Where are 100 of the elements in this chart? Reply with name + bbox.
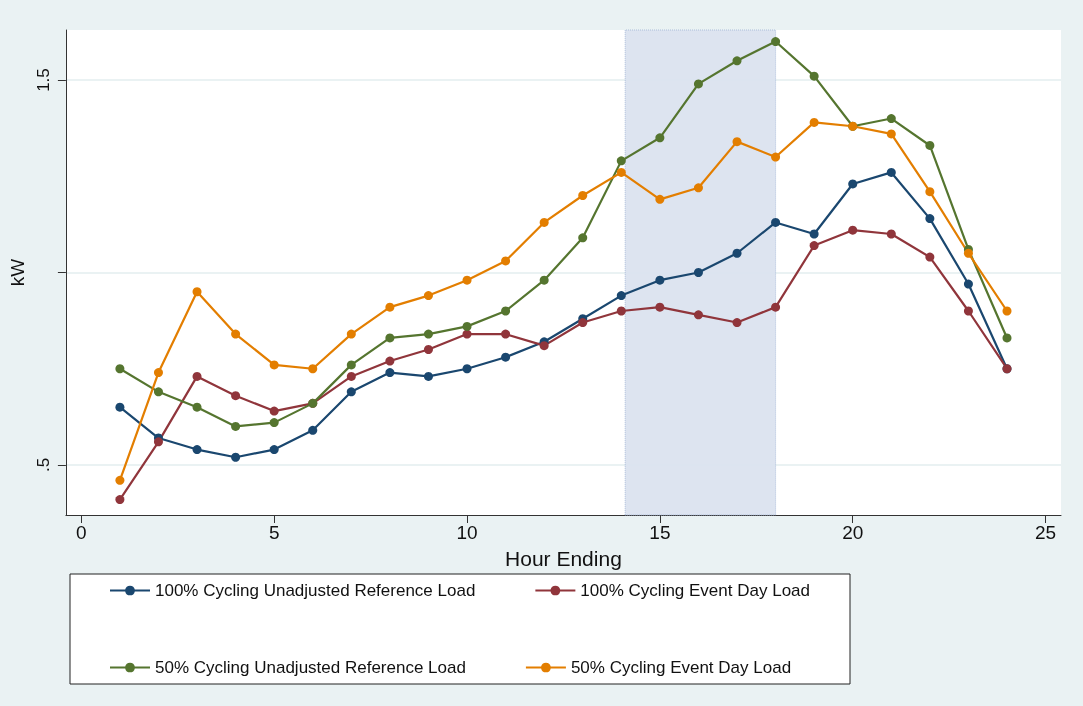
point (1002, 333, 1012, 343)
point (655, 194, 665, 204)
x-tick-label: 25 (1035, 522, 1057, 543)
point (385, 302, 395, 312)
point (501, 352, 511, 362)
point (616, 291, 626, 301)
point (848, 179, 858, 189)
point (616, 167, 626, 177)
x-tick-label: 15 (649, 522, 671, 543)
point (963, 279, 973, 289)
point (153, 368, 163, 378)
point (231, 391, 241, 401)
x-tick-label: 5 (268, 522, 280, 543)
point (192, 445, 202, 455)
point (809, 229, 819, 239)
point (385, 356, 395, 366)
point (423, 291, 433, 301)
point (771, 37, 781, 47)
x-tick-label: 0 (76, 522, 87, 543)
point (925, 252, 935, 262)
point (732, 318, 742, 328)
point (115, 364, 125, 374)
legend-label: 50% Cycling Event Day Load (570, 658, 792, 677)
point (925, 140, 935, 150)
point (346, 387, 356, 397)
point (192, 371, 202, 381)
point (153, 437, 163, 447)
point (269, 406, 279, 416)
point (771, 152, 781, 162)
point (462, 364, 472, 374)
point (655, 302, 665, 312)
point (501, 306, 511, 316)
point (346, 360, 356, 370)
point (809, 71, 819, 81)
x-axis-title: Hour Ending (505, 547, 622, 570)
point (809, 117, 819, 127)
point (115, 475, 125, 485)
point (578, 318, 588, 328)
point (346, 371, 356, 381)
point (115, 402, 125, 412)
y-tick-label: 1.5 (33, 68, 53, 92)
point (115, 495, 125, 505)
point (693, 183, 703, 193)
legend-label: 100% Cycling Unadjusted Reference Load (155, 581, 476, 600)
point (963, 306, 973, 316)
point (616, 156, 626, 166)
point (771, 217, 781, 227)
point (886, 229, 896, 239)
point (269, 418, 279, 428)
point (269, 445, 279, 455)
point (578, 233, 588, 243)
legend-label: 100% Cycling Event Day Load (580, 581, 811, 600)
point (192, 287, 202, 297)
point (501, 329, 511, 339)
point (771, 302, 781, 312)
point (308, 364, 318, 374)
point (231, 421, 241, 431)
point (925, 214, 935, 224)
point (886, 167, 896, 177)
point (655, 133, 665, 143)
point (423, 371, 433, 381)
legend-label: 50% Cycling Unadjusted Reference Load (155, 658, 466, 677)
point (655, 275, 665, 285)
point (231, 329, 241, 339)
point (308, 425, 318, 435)
point (231, 452, 241, 462)
point (423, 344, 433, 354)
point (963, 248, 973, 258)
point (732, 137, 742, 147)
point (192, 402, 202, 412)
x-tick-label: 10 (456, 522, 478, 543)
point (925, 187, 935, 197)
point (346, 329, 356, 339)
point (539, 275, 549, 285)
point (809, 241, 819, 251)
point (616, 306, 626, 316)
point (693, 268, 703, 277)
point (423, 329, 433, 339)
point (886, 129, 896, 139)
point (732, 56, 742, 66)
point (153, 387, 163, 397)
point (269, 360, 279, 370)
point (539, 217, 549, 227)
x-tick-label: 20 (842, 522, 864, 543)
point (886, 114, 896, 124)
point (462, 321, 472, 331)
y-axis-title: kW (7, 258, 28, 287)
point (539, 341, 549, 351)
point (385, 333, 395, 343)
point (732, 248, 742, 258)
point (462, 329, 472, 339)
y-tick-label: .5 (33, 457, 53, 473)
point (693, 310, 703, 320)
point (578, 191, 588, 201)
point (385, 368, 395, 378)
point (848, 225, 858, 235)
point (462, 275, 472, 285)
point (693, 79, 703, 89)
point (1002, 306, 1012, 316)
point (501, 256, 511, 266)
